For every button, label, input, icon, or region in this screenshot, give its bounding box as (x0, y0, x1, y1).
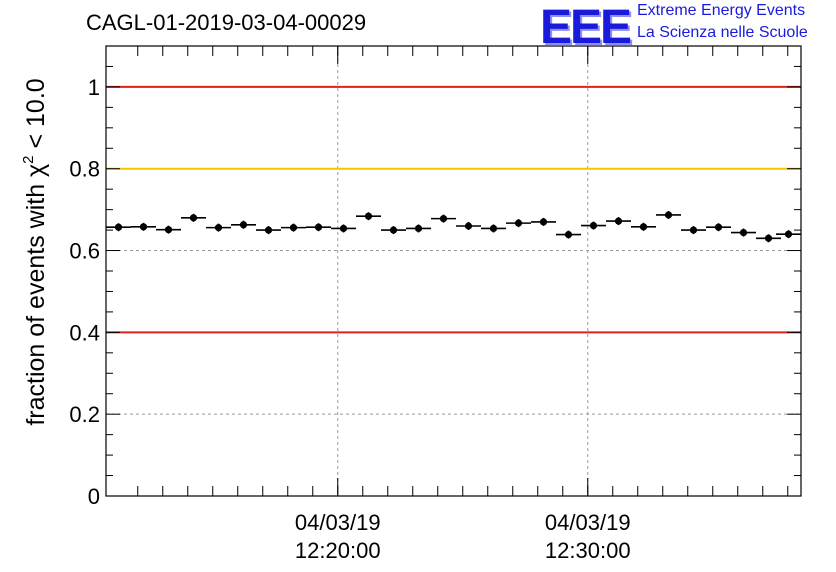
data-point (114, 223, 123, 231)
y-tick-label: 0.2 (69, 402, 100, 427)
data-point (264, 226, 273, 234)
y-axis-label-sup: 2 (20, 155, 37, 163)
data-point (514, 219, 523, 227)
data-point (389, 226, 398, 234)
logo-line-2: La Scienza nelle Scuole (637, 24, 808, 41)
y-axis-label-suffix: < 10.0 (22, 78, 50, 155)
logo-line-1: Extreme Energy Events (637, 2, 806, 19)
x-tick-label-date: 04/03/19 (295, 510, 381, 535)
plot-frame (105, 45, 802, 497)
data-point (564, 230, 573, 239)
data-point (639, 223, 648, 231)
data-point (664, 211, 673, 219)
data-point (784, 230, 793, 238)
y-axis-label: fraction of events with χ2 < 10.0 (20, 78, 50, 425)
data-point (689, 226, 698, 234)
data-point (539, 218, 548, 226)
y-axis-label-chi: χ (22, 164, 50, 177)
data-point (414, 224, 423, 233)
y-axis-label-prefix: fraction of events with (22, 177, 50, 426)
y-tick-label: 1 (88, 75, 100, 100)
data-point (489, 224, 498, 233)
data-point (739, 228, 748, 237)
data-point (589, 221, 598, 230)
y-tick-label: 0.4 (69, 320, 100, 345)
data-point (189, 214, 198, 222)
data-point (239, 221, 248, 229)
data-point (314, 223, 323, 231)
x-tick-label-time: 12:20:00 (295, 538, 381, 563)
x-tick-label-time: 12:30:00 (545, 538, 631, 563)
data-point (139, 223, 148, 231)
chart-title: CAGL-01-2019-03-04-00029 (86, 10, 367, 35)
data-point (464, 222, 473, 230)
data-point (439, 215, 448, 223)
data-point (289, 224, 298, 232)
x-tick-label-date: 04/03/19 (545, 510, 631, 535)
eee-logo: EEE (540, 1, 632, 54)
y-tick-label: 0.6 (69, 239, 100, 264)
data-point (364, 212, 373, 220)
y-tick-label: 0.8 (69, 157, 100, 182)
data-point (214, 224, 223, 232)
data-point (339, 224, 348, 233)
data-point (614, 217, 623, 225)
data-point (764, 234, 773, 242)
y-tick-label: 0 (88, 484, 100, 509)
data-point (714, 223, 723, 231)
data-point (164, 226, 173, 234)
plot-content: 0 0.2 0.4 0.6 0.8 1 04/03/19 12:20:00 04/03/19 12… (69, 45, 802, 563)
